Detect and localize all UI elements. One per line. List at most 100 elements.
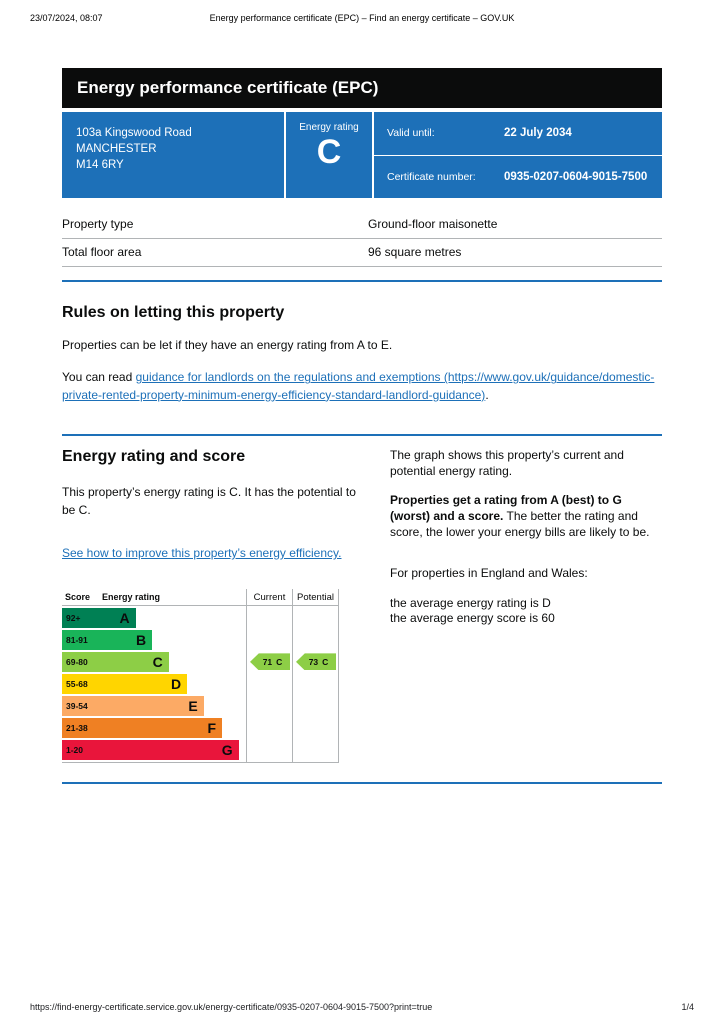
rating-explainer-bold: Properties get a rating from A (best) to… bbox=[390, 493, 622, 523]
print-footer-page-number: 1/4 bbox=[681, 1002, 694, 1012]
averages: the average energy rating is D the avera… bbox=[390, 596, 662, 627]
rating-paragraph: This property’s energy rating is C. It h… bbox=[62, 485, 356, 517]
browser-print-footer: https://find-energy-certificate.service.… bbox=[30, 1002, 694, 1012]
current-rating-column: 71 C bbox=[246, 606, 292, 763]
band-letter: C bbox=[152, 654, 163, 671]
property-type-value: Ground-floor maisonette bbox=[368, 217, 498, 231]
chart-header-bands: Score Energy rating bbox=[62, 589, 246, 605]
band-row-d: 55-68 D bbox=[62, 673, 246, 695]
print-footer-url: https://find-energy-certificate.service.… bbox=[30, 1002, 433, 1012]
current-rating-arrow: 71 C bbox=[250, 653, 290, 671]
property-type-label: Property type bbox=[62, 217, 134, 231]
certificate-content: Energy performance certificate (EPC) 103… bbox=[62, 68, 662, 785]
valid-until-label: Valid until: bbox=[387, 127, 435, 140]
rules-paragraph-2-prefix: You can read bbox=[62, 370, 136, 385]
potential-rating-value: 73 bbox=[308, 656, 319, 667]
section-divider bbox=[62, 782, 662, 785]
potential-rating-column: 73 C bbox=[292, 606, 339, 763]
page-title: Energy performance certificate (EPC) bbox=[77, 78, 379, 97]
address-line-2: MANCHESTER bbox=[76, 143, 157, 156]
band-score: 92+ bbox=[66, 613, 81, 624]
band-letter: E bbox=[188, 698, 198, 715]
table-row: Property type Ground-floor maisonette bbox=[62, 211, 662, 239]
band-row-c: 69-80 C bbox=[62, 651, 246, 673]
validity-box: Valid until: 22 July 2034 Certificate nu… bbox=[374, 112, 662, 198]
property-address: 103a Kingswood Road MANCHESTER M14 6RY bbox=[62, 112, 284, 198]
band-row-a: 92+ A bbox=[62, 607, 246, 629]
rating-explainer-rest: The better the rating and score, the low… bbox=[390, 508, 650, 539]
chart-header: Score Energy rating Current Potential bbox=[62, 589, 339, 607]
valid-until-value: 22 July 2034 bbox=[504, 127, 572, 140]
landlord-guidance-link[interactable]: guidance for landlords on the regulation… bbox=[62, 370, 654, 401]
band-row-f: 21-38 F bbox=[62, 717, 246, 739]
band-letter: B bbox=[136, 632, 147, 649]
energy-rating-box: Energy rating C bbox=[286, 112, 372, 198]
current-rating-value: 71 bbox=[262, 656, 273, 667]
rating-section-left: Energy rating and score This property’s … bbox=[62, 448, 362, 764]
floor-area-value: 96 square metres bbox=[368, 245, 462, 259]
band-letter: G bbox=[221, 742, 233, 759]
certificate-number-row: Certificate number: 0935-0207-0604-9015-… bbox=[374, 156, 662, 199]
potential-header: Potential bbox=[292, 589, 339, 606]
band-bar-e: 39-54 E bbox=[62, 696, 204, 717]
valid-until-row: Valid until: 22 July 2034 bbox=[374, 112, 662, 155]
energy-rating-header: Energy rating bbox=[102, 592, 161, 603]
chart-body: 92+ A 81-91 B 69-80 bbox=[62, 606, 339, 764]
average-score-line: the average energy score is 60 bbox=[390, 611, 555, 626]
rating-section-right: The graph shows this property’s current … bbox=[390, 448, 662, 763]
potential-rating-letter: C bbox=[322, 656, 329, 667]
band-bar-d: 55-68 D bbox=[62, 674, 188, 695]
band-score: 69-80 bbox=[66, 657, 88, 668]
energy-rating-letter: C bbox=[316, 133, 342, 171]
validity-divider bbox=[374, 154, 662, 156]
address-line-3: M14 6RY bbox=[76, 159, 124, 172]
improve-paragraph: See how to improve this property’s energ… bbox=[62, 545, 362, 562]
band-row-e: 39-54 E bbox=[62, 695, 246, 717]
band-score: 39-54 bbox=[66, 701, 88, 712]
rules-paragraph-1: Properties can be let if they have an en… bbox=[62, 338, 393, 352]
landlord-guidance-link-text: guidance for landlords on the regulation… bbox=[135, 370, 441, 385]
band-letter: D bbox=[170, 676, 182, 693]
print-datetime: 23/07/2024, 08:07 bbox=[30, 13, 103, 23]
section-divider bbox=[62, 280, 662, 282]
table-row: Total floor area 96 square metres bbox=[62, 239, 662, 267]
property-details-table: Property type Ground-floor maisonette To… bbox=[62, 211, 662, 267]
rating-explainer: Properties get a rating from A (best) to… bbox=[390, 493, 662, 540]
band-bar-a: 92+ A bbox=[62, 608, 136, 629]
improve-efficiency-link[interactable]: See how to improve this property’s energ… bbox=[62, 545, 342, 560]
average-rating-line: the average energy rating is D bbox=[390, 595, 551, 610]
band-bar-f: 21-38 F bbox=[62, 718, 223, 739]
print-page-title: Energy performance certificate (EPC) – F… bbox=[209, 13, 515, 23]
potential-rating-arrow: 73 C bbox=[296, 653, 336, 671]
certificate-number-value: 0935-0207-0604-9015-7500 bbox=[504, 170, 648, 183]
certificate-number-label: Certificate number: bbox=[387, 170, 476, 183]
band-row-b: 81-91 B bbox=[62, 629, 246, 651]
england-wales-line: For properties in England and Wales: bbox=[390, 566, 588, 581]
band-bar-b: 81-91 B bbox=[62, 630, 153, 651]
rules-paragraph-2: You can read guidance for landlords on t… bbox=[62, 369, 662, 404]
certificate-summary: 103a Kingswood Road MANCHESTER M14 6RY E… bbox=[62, 112, 662, 198]
floor-area-label: Total floor area bbox=[62, 245, 142, 259]
score-header: Score bbox=[65, 592, 91, 603]
band-bar-c: 69-80 C bbox=[62, 652, 169, 673]
rating-bands: 92+ A 81-91 B 69-80 bbox=[62, 606, 246, 762]
rating-heading: Energy rating and score bbox=[62, 448, 246, 466]
band-bar-g: 1-20 G bbox=[62, 740, 239, 761]
band-score: 81-91 bbox=[66, 635, 88, 646]
energy-rating-chart: Score Energy rating Current Potential 92… bbox=[62, 589, 339, 764]
band-letter: A bbox=[119, 610, 130, 627]
rules-heading: Rules on letting this property bbox=[62, 304, 285, 321]
band-row-g: 1-20 G bbox=[62, 739, 246, 761]
graph-explainer: The graph shows this property’s current … bbox=[390, 448, 624, 478]
band-score: 21-38 bbox=[66, 723, 88, 734]
current-header: Current bbox=[246, 589, 292, 606]
landlord-guidance-link-url: (https://www.gov.uk/guidance/domestic-pr… bbox=[62, 370, 655, 402]
page-title-banner: Energy performance certificate (EPC) bbox=[62, 68, 662, 108]
current-rating-letter: C bbox=[276, 656, 283, 667]
rating-section: Energy rating and score This property’s … bbox=[62, 448, 662, 764]
energy-rating-label: Energy rating bbox=[299, 122, 359, 133]
section-divider bbox=[62, 434, 662, 437]
band-score: 55-68 bbox=[66, 679, 88, 690]
browser-print-header: 23/07/2024, 08:07 Energy performance cer… bbox=[30, 13, 694, 25]
band-score: 1-20 bbox=[66, 745, 84, 756]
